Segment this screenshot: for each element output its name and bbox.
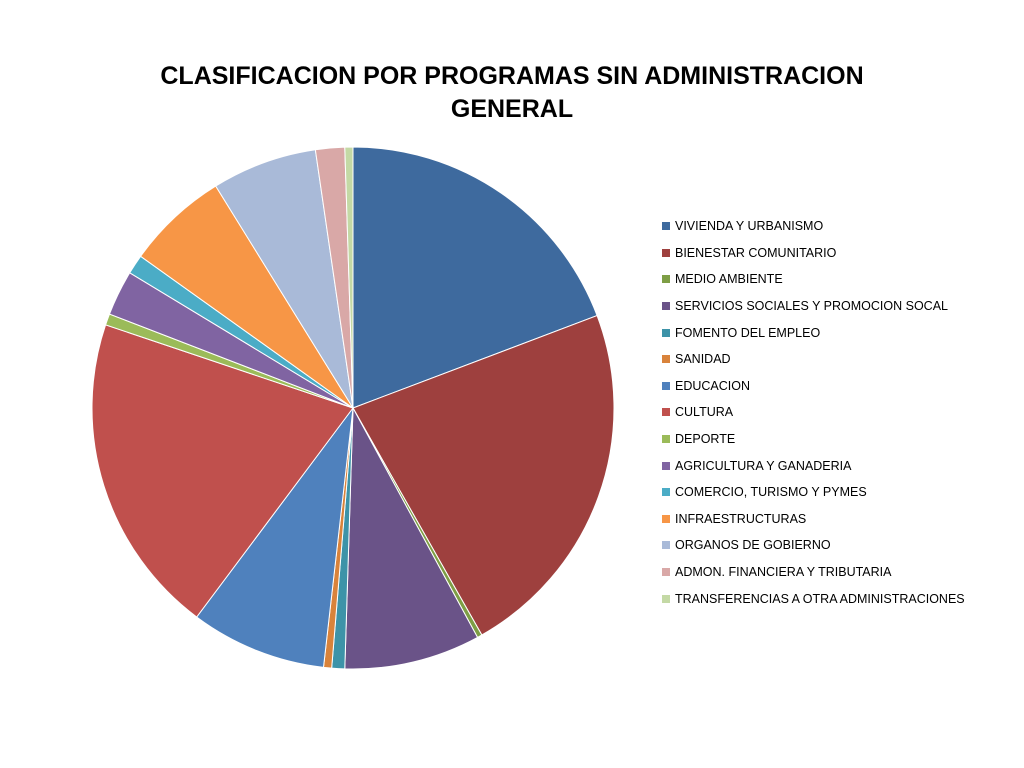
legend-swatch (662, 488, 670, 497)
pie-slice-4 (344, 406, 479, 670)
pie-slice-15 (344, 146, 354, 409)
legend-swatch (662, 355, 670, 364)
legend-swatch (662, 275, 670, 284)
legend-item: INFRAESTRUCTURAS (662, 506, 965, 533)
legend-label: FOMENTO DEL EMPLEO (675, 325, 821, 340)
legend-item: BIENESTAR COMUNITARIO (662, 240, 965, 267)
pie-slices (91, 146, 615, 670)
legend-swatch (662, 222, 670, 231)
legend-label: BIENESTAR COMUNITARIO (675, 245, 837, 260)
legend-item: ADMON. FINANCIERA Y TRIBUTARIA (662, 559, 965, 586)
legend-label: ADMON. FINANCIERA Y TRIBUTARIA (675, 565, 892, 580)
legend-label: SERVICIOS SOCIALES Y PROMOCION SOCAL (675, 299, 948, 314)
legend-swatch (662, 435, 670, 444)
legend-swatch (662, 461, 670, 470)
legend-label: COMERCIO, TURISMO Y PYMES (675, 485, 867, 500)
legend-item: CULTURA (662, 399, 965, 426)
legend-item: FOMENTO DEL EMPLEO (662, 319, 965, 346)
legend-item: EDUCACION (662, 373, 965, 400)
legend-label: INFRAESTRUCTURAS (675, 511, 807, 526)
legend-label: TRANSFERENCIAS A OTRA ADMINISTRACIONES (675, 591, 965, 606)
legend-swatch (662, 594, 670, 603)
legend-swatch (662, 328, 670, 337)
legend-label: EDUCACION (675, 378, 751, 393)
legend-item: ORGANOS DE GOBIERNO (662, 532, 965, 559)
pie-slice-1 (352, 146, 598, 409)
legend-label: DEPORTE (675, 432, 736, 447)
legend-item: VIVIENDA Y URBANISMO (662, 213, 965, 240)
legend-item: SANIDAD (662, 346, 965, 373)
legend-swatch (662, 541, 670, 550)
legend-item: AGRICULTURA Y GANADERIA (662, 452, 965, 479)
legend-swatch (662, 568, 670, 577)
pie-slice-7 (195, 406, 354, 668)
legend-label: MEDIO AMBIENTE (675, 272, 783, 287)
legend-swatch (662, 514, 670, 523)
legend-swatch (662, 408, 670, 417)
legend-item: DEPORTE (662, 426, 965, 453)
legend-swatch (662, 248, 670, 257)
pie-slice-2 (352, 314, 615, 636)
pie-slice-8 (91, 324, 354, 618)
chart-title: CLASIFICACION POR PROGRAMAS SIN ADMINIST… (160, 62, 864, 123)
legend-item: TRANSFERENCIAS A OTRA ADMINISTRACIONES (662, 585, 965, 612)
legend-swatch (662, 381, 670, 390)
legend-label: VIVIENDA Y URBANISMO (675, 219, 824, 234)
legend-swatch (662, 302, 670, 311)
legend-label: AGRICULTURA Y GANADERIA (675, 458, 852, 473)
legend-label: SANIDAD (675, 352, 731, 367)
legend-label: ORGANOS DE GOBIERNO (675, 538, 831, 553)
legend-label: CULTURA (675, 405, 734, 420)
legend-item: SERVICIOS SOCIALES Y PROMOCION SOCAL (662, 293, 965, 320)
legend: VIVIENDA Y URBANISMO BIENESTAR COMUNITARI… (662, 213, 965, 612)
legend-item: MEDIO AMBIENTE (662, 266, 965, 293)
legend-item: COMERCIO, TURISMO Y PYMES (662, 479, 965, 506)
